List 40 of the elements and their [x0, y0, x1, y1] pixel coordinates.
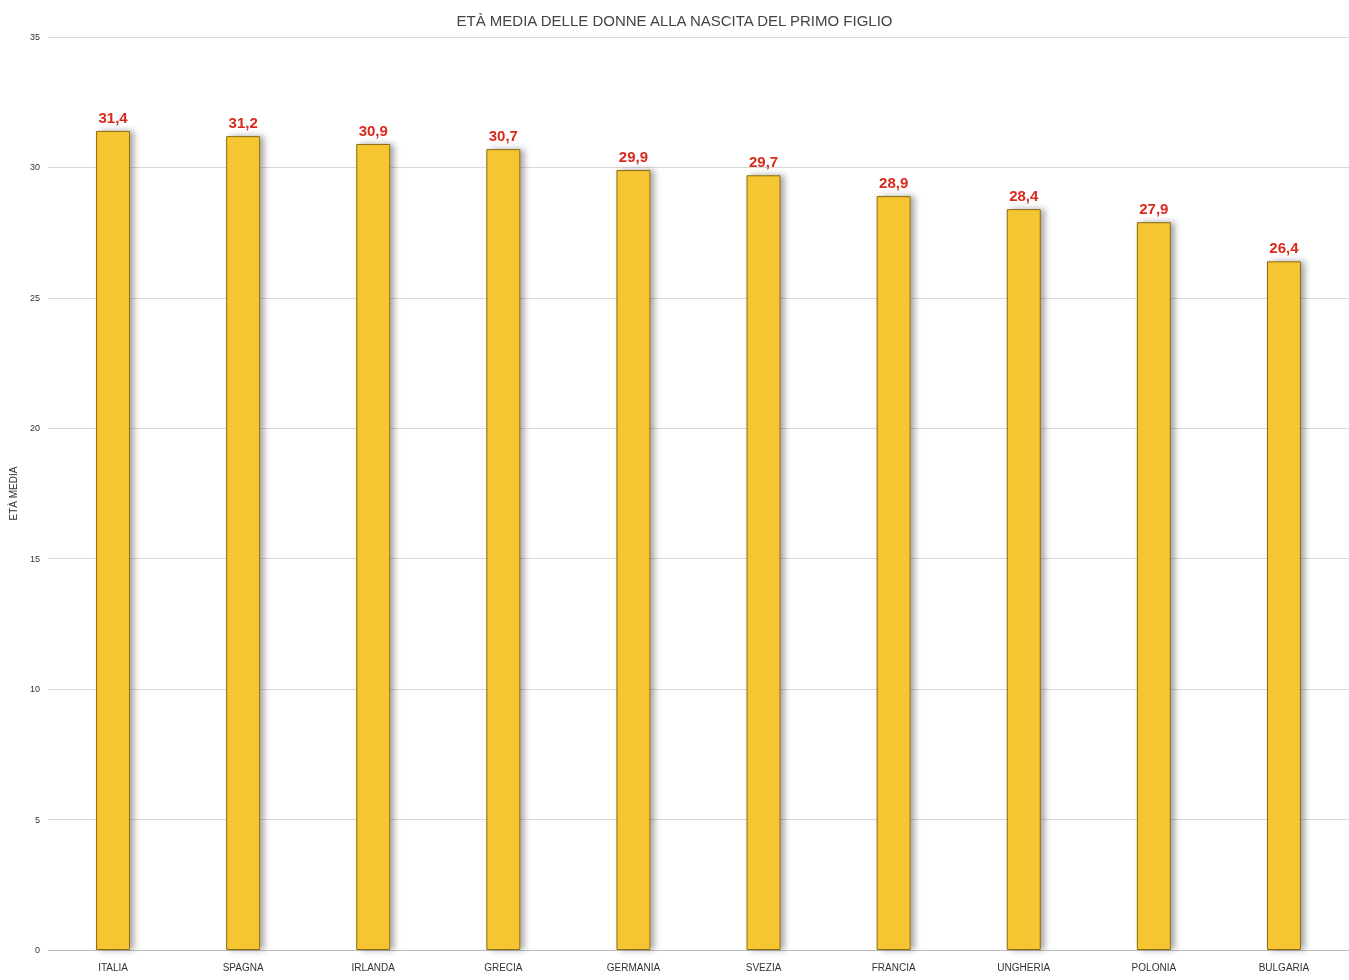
x-tick-label: GERMANIA — [606, 961, 661, 973]
y-tick-label: 35 — [29, 32, 40, 42]
bar — [616, 170, 651, 950]
chart-title: ETÀ MEDIA DELLE DONNE ALLA NASCITA DEL PRIMO FIGLIO — [456, 12, 893, 29]
data-label: 28,4 — [1009, 187, 1039, 205]
bar — [486, 149, 521, 950]
bar — [1006, 209, 1041, 950]
bar — [746, 175, 781, 950]
bar — [1266, 261, 1301, 950]
x-tick-label: FRANCIA — [871, 961, 916, 973]
y-tick-label: 20 — [29, 423, 40, 434]
bar — [1136, 222, 1171, 950]
bar — [876, 196, 911, 950]
x-tick-label: UNGHERIA — [997, 961, 1051, 973]
data-label: 31,2 — [228, 114, 258, 132]
x-tick-label: POLONIA — [1131, 961, 1177, 973]
data-label: 31,4 — [98, 108, 129, 126]
y-tick-label: 0 — [34, 945, 40, 955]
y-tick-label: 15 — [29, 553, 40, 564]
data-label: 30,7 — [488, 127, 518, 145]
data-label: 30,9 — [358, 121, 388, 139]
data-label: 29,9 — [618, 148, 649, 166]
y-tick-label: 10 — [29, 684, 40, 695]
x-tick-label: BULGARIA — [1258, 961, 1310, 973]
x-tick-label: GRECIA — [484, 961, 523, 973]
x-tick-label: SVEZIA — [745, 961, 782, 973]
y-tick-label: 30 — [29, 162, 40, 173]
data-label: 29,7 — [748, 153, 779, 171]
bar — [356, 143, 391, 950]
y-tick-label: 5 — [34, 814, 40, 825]
y-tick-label: 25 — [29, 292, 40, 303]
data-label: 26,4 — [1269, 239, 1300, 257]
data-label: 27,9 — [1139, 200, 1169, 218]
y-axis-title: ETÀ MEDIA — [6, 466, 19, 521]
x-tick-label: ITALIA — [98, 961, 129, 973]
bar — [96, 130, 131, 950]
x-tick-label: SPAGNA — [222, 961, 264, 973]
x-tick-label: IRLANDA — [351, 961, 396, 973]
bar — [226, 136, 261, 950]
data-label: 28,9 — [879, 174, 909, 192]
